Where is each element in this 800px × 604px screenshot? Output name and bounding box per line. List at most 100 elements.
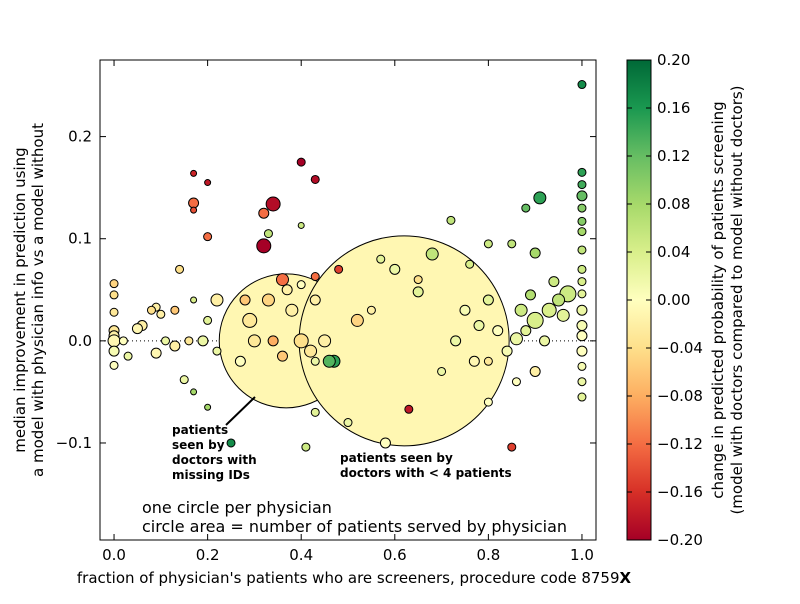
data-point xyxy=(212,346,222,356)
data-point xyxy=(234,355,246,367)
colorbar-tick-label: 0.04 xyxy=(657,243,690,261)
data-point xyxy=(184,336,194,346)
data-point xyxy=(190,169,198,177)
colorbar-tick-label: −0.08 xyxy=(657,387,703,405)
annotation-missing-ids: missing IDs xyxy=(172,468,250,482)
x-tick-label: 0.4 xyxy=(289,546,313,564)
y-axis-label: a model with physician info vs a model w… xyxy=(29,123,47,477)
data-point xyxy=(267,335,279,347)
data-point xyxy=(577,245,587,255)
data-point xyxy=(465,259,475,269)
data-point xyxy=(109,290,119,300)
data-point xyxy=(310,272,320,282)
data-point xyxy=(577,277,587,287)
data-point xyxy=(309,294,321,306)
data-point xyxy=(507,239,517,249)
data-point xyxy=(169,340,181,352)
data-point xyxy=(501,345,513,357)
data-point xyxy=(577,361,587,371)
data-point xyxy=(576,345,588,357)
data-point xyxy=(261,293,275,307)
x-tick-label: 0.0 xyxy=(102,546,126,564)
data-point xyxy=(379,437,391,449)
x-axis-label: fraction of physician's patients who are… xyxy=(77,569,632,587)
data-point xyxy=(310,174,320,184)
data-point xyxy=(548,276,560,288)
data-point xyxy=(107,334,121,348)
data-point xyxy=(468,355,480,367)
data-point xyxy=(577,180,587,190)
data-point xyxy=(297,221,305,229)
x-tick-label: 0.8 xyxy=(476,546,500,564)
annotation-few-patients: doctors with < 4 patients xyxy=(340,466,512,480)
data-point xyxy=(576,330,588,342)
annotation-few-patients: patients seen by xyxy=(340,451,453,465)
data-point xyxy=(576,304,588,316)
data-point xyxy=(539,335,551,347)
data-point xyxy=(541,302,557,318)
annotation-missing-ids: patients xyxy=(172,423,228,437)
data-point xyxy=(483,356,493,366)
data-point xyxy=(304,344,318,358)
data-point xyxy=(296,157,306,167)
data-point xyxy=(343,418,353,428)
x-axis-label-main: fraction of physician's patients who are… xyxy=(77,569,620,587)
data-point xyxy=(109,307,119,317)
data-point xyxy=(118,336,128,346)
data-point xyxy=(412,286,424,298)
y-axis-label: median improvement in prediction using xyxy=(11,147,29,452)
data-point xyxy=(473,320,485,332)
data-point xyxy=(521,203,531,213)
data-point xyxy=(242,312,258,328)
colorbar-tick-label: 0.16 xyxy=(657,99,690,117)
data-point xyxy=(263,229,273,239)
data-point xyxy=(109,360,119,370)
data-point xyxy=(511,377,521,387)
data-point xyxy=(296,280,306,290)
data-point xyxy=(146,305,156,315)
data-point xyxy=(310,407,320,417)
data-point xyxy=(520,325,532,337)
data-point xyxy=(190,388,198,396)
data-point xyxy=(459,304,471,316)
data-point xyxy=(577,203,587,213)
x-tick-label: 0.6 xyxy=(383,546,407,564)
data-point xyxy=(197,335,209,347)
data-point xyxy=(482,294,494,306)
data-point xyxy=(156,309,166,319)
data-point xyxy=(150,347,162,359)
data-point xyxy=(179,375,189,385)
data-point xyxy=(203,315,213,325)
colorbar-tick-label: 0.00 xyxy=(657,291,690,309)
data-point xyxy=(577,80,587,90)
data-point xyxy=(450,335,462,347)
y-tick-label: 0.1 xyxy=(68,230,92,248)
y-tick-label: 0.2 xyxy=(68,128,92,146)
data-point xyxy=(188,197,200,209)
data-point xyxy=(437,366,447,376)
data-point xyxy=(524,289,536,301)
data-point xyxy=(576,190,588,202)
data-point xyxy=(507,442,517,452)
data-point xyxy=(514,303,528,317)
data-point xyxy=(190,206,198,214)
data-point xyxy=(446,215,456,225)
data-point xyxy=(350,313,364,327)
data-point xyxy=(483,239,493,249)
data-point xyxy=(204,179,212,187)
data-point xyxy=(322,354,336,368)
data-point xyxy=(109,279,119,289)
data-point xyxy=(131,323,143,335)
data-point xyxy=(577,377,587,387)
data-point xyxy=(203,232,213,242)
data-point xyxy=(577,392,587,402)
colorbar-tick-label: 0.08 xyxy=(657,195,690,213)
colorbar-label: change in predicted probability of patie… xyxy=(709,101,727,498)
data-point xyxy=(529,365,541,377)
data-point xyxy=(123,351,133,361)
x-axis-label-suffix: X xyxy=(620,569,632,587)
annotation-missing-ids: doctors with xyxy=(172,453,257,467)
data-point xyxy=(492,325,504,337)
data-point xyxy=(529,247,541,259)
